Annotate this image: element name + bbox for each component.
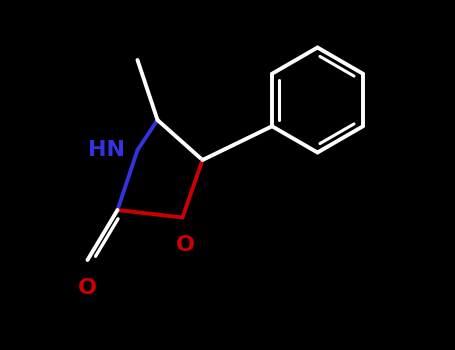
Text: O: O	[176, 235, 194, 255]
Text: HN: HN	[88, 140, 125, 160]
Text: O: O	[78, 278, 97, 298]
